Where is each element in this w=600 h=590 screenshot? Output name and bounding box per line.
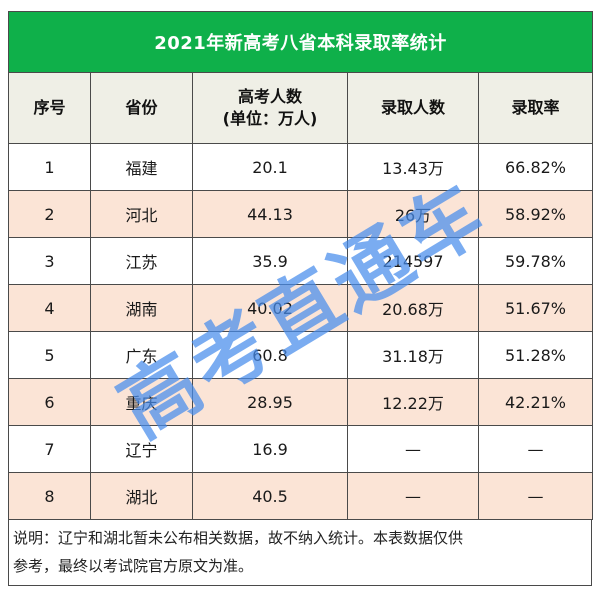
cell-exam-count: 40.5 bbox=[192, 472, 348, 520]
note-line-2: 参考，最终以考试院官方原文为准。 bbox=[13, 557, 254, 575]
cell-seq: 5 bbox=[8, 331, 91, 379]
header-admitted: 录取人数 bbox=[347, 72, 479, 144]
cell-rate: — bbox=[477, 425, 594, 473]
header-exam-count-line1: 高考人数 bbox=[237, 87, 302, 106]
cell-exam-count: 60.8 bbox=[192, 331, 348, 379]
table-row: 3 江苏 35.9 214597 59.78% bbox=[8, 237, 594, 285]
table-row: 6 重庆 28.95 12.22万 42.21% bbox=[8, 378, 594, 426]
cell-exam-count: 35.9 bbox=[192, 237, 348, 285]
cell-seq: 1 bbox=[8, 143, 91, 191]
cell-province: 广东 bbox=[90, 331, 193, 379]
cell-admitted: 20.68万 bbox=[347, 284, 479, 332]
cell-admitted: — bbox=[347, 472, 479, 520]
cell-admitted: 26万 bbox=[347, 190, 479, 238]
cell-rate: 58.92% bbox=[477, 190, 594, 238]
cell-rate: — bbox=[477, 472, 594, 520]
cell-rate: 42.21% bbox=[477, 378, 594, 426]
cell-province: 辽宁 bbox=[90, 425, 193, 473]
cell-seq: 4 bbox=[8, 284, 91, 332]
header-seq: 序号 bbox=[8, 72, 91, 144]
note-line-1: 说明：辽宁和湖北暂未公布相关数据，故不纳入统计。本表数据仅供 bbox=[13, 529, 464, 547]
table-row: 4 湖南 40.02 20.68万 51.67% bbox=[8, 284, 594, 332]
table-note: 说明：辽宁和湖北暂未公布相关数据，故不纳入统计。本表数据仅供 参考，最终以考试院… bbox=[8, 520, 592, 586]
table-row: 2 河北 44.13 26万 58.92% bbox=[8, 190, 594, 238]
cell-rate: 51.67% bbox=[477, 284, 594, 332]
header-exam-count: 高考人数 (单位：万人) bbox=[192, 72, 348, 144]
cell-exam-count: 20.1 bbox=[192, 143, 348, 191]
header-province: 省份 bbox=[90, 72, 193, 144]
cell-province: 福建 bbox=[90, 143, 193, 191]
cell-admitted: 13.43万 bbox=[347, 143, 479, 191]
cell-exam-count: 40.02 bbox=[192, 284, 348, 332]
header-row: 序号 省份 高考人数 (单位：万人) 录取人数 录取率 bbox=[8, 72, 594, 144]
cell-province: 湖北 bbox=[90, 472, 193, 520]
admission-rate-table: 2021年新高考八省本科录取率统计 序号 省份 高考人数 (单位：万人) 录取人… bbox=[7, 11, 594, 520]
cell-rate: 66.82% bbox=[477, 143, 594, 191]
cell-exam-count: 44.13 bbox=[192, 190, 348, 238]
header-exam-count-line2: (单位：万人) bbox=[222, 109, 318, 128]
cell-admitted: 31.18万 bbox=[347, 331, 479, 379]
cell-seq: 8 bbox=[8, 472, 91, 520]
cell-exam-count: 16.9 bbox=[192, 425, 348, 473]
cell-province: 湖南 bbox=[90, 284, 193, 332]
table-row: 5 广东 60.8 31.18万 51.28% bbox=[8, 331, 594, 379]
cell-seq: 6 bbox=[8, 378, 91, 426]
cell-province: 河北 bbox=[90, 190, 193, 238]
cell-admitted: 214597 bbox=[347, 237, 479, 285]
cell-seq: 2 bbox=[8, 190, 91, 238]
cell-rate: 51.28% bbox=[477, 331, 594, 379]
cell-exam-count: 28.95 bbox=[192, 378, 348, 426]
cell-province: 江苏 bbox=[90, 237, 193, 285]
table-row: 7 辽宁 16.9 — — bbox=[8, 425, 594, 473]
table-row: 1 福建 20.1 13.43万 66.82% bbox=[8, 143, 594, 191]
stats-table-container: 2021年新高考八省本科录取率统计 序号 省份 高考人数 (单位：万人) 录取人… bbox=[7, 11, 594, 586]
table-row: 8 湖北 40.5 — — bbox=[8, 472, 594, 520]
cell-admitted: 12.22万 bbox=[347, 378, 479, 426]
header-rate: 录取率 bbox=[477, 72, 594, 144]
cell-seq: 3 bbox=[8, 237, 91, 285]
cell-seq: 7 bbox=[8, 425, 91, 473]
cell-admitted: — bbox=[347, 425, 479, 473]
table-title: 2021年新高考八省本科录取率统计 bbox=[7, 11, 594, 73]
cell-province: 重庆 bbox=[90, 378, 193, 426]
cell-rate: 59.78% bbox=[477, 237, 594, 285]
